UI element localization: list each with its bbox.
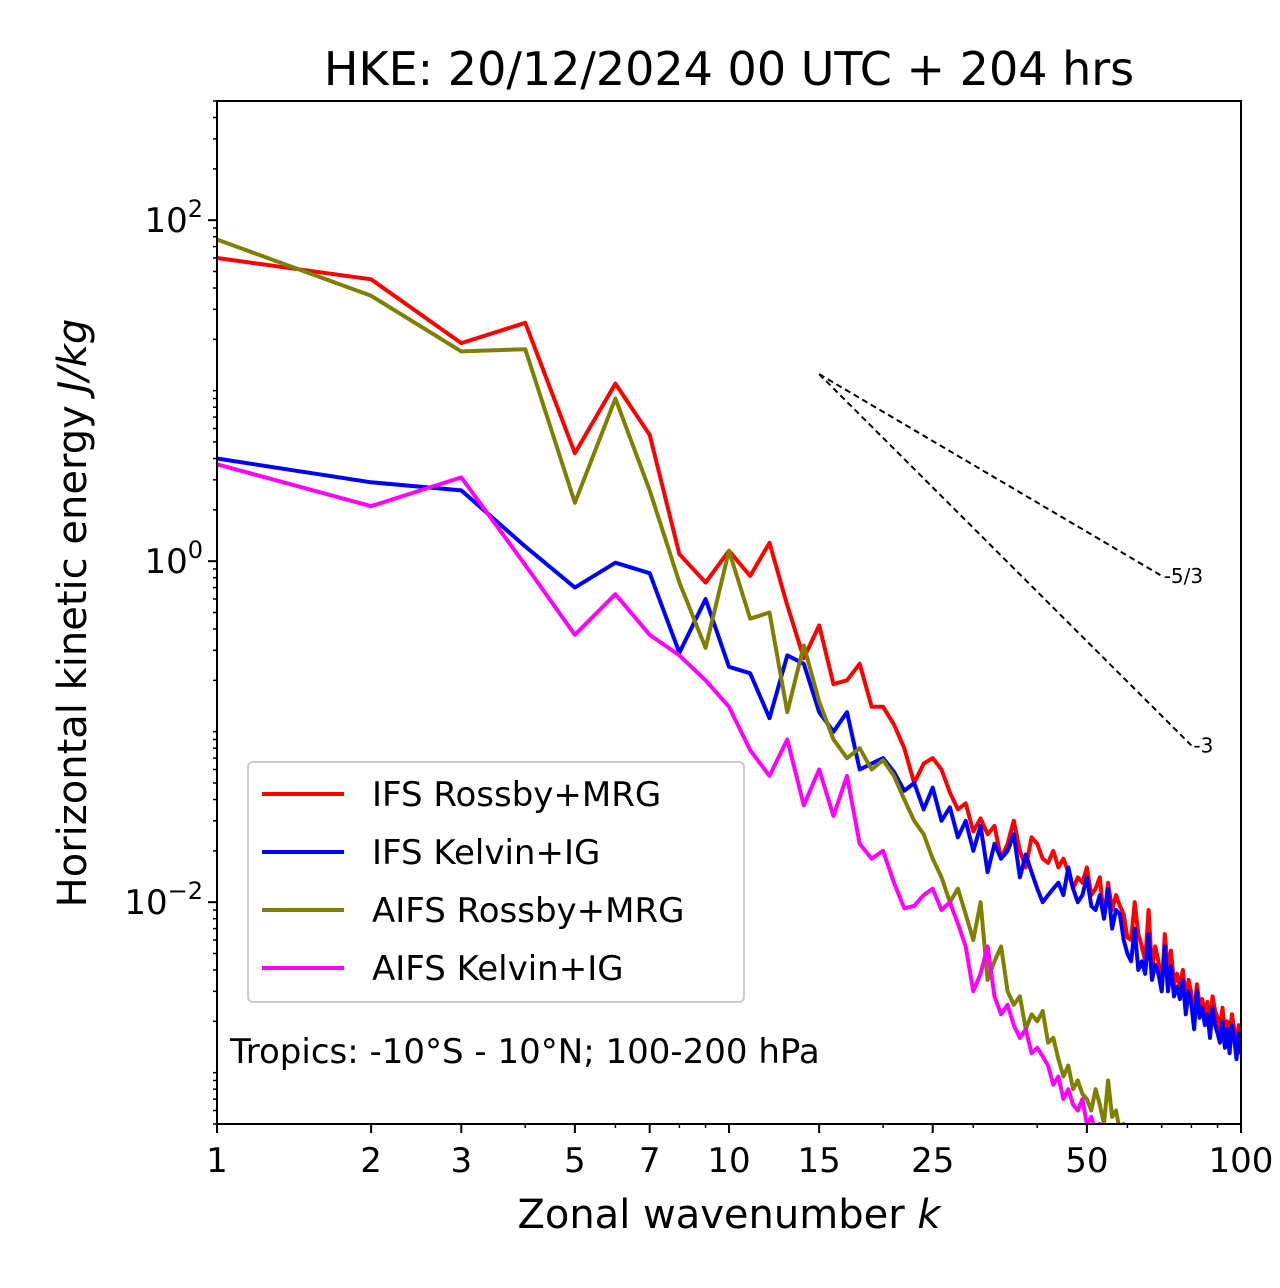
x-tick-label: 5 (564, 1141, 586, 1181)
region-annotation: Tropics: -10°S - 10°N; 100-200 hPa (229, 1032, 820, 1072)
y-tick-label: 100 (144, 536, 203, 582)
series-group (217, 237, 1241, 1124)
x-axis-label: Zonal wavenumber k (517, 1192, 942, 1238)
x-tick-label: 3 (450, 1141, 472, 1181)
x-axis: 1 2 3 5 7 10 15 25 50 100 (206, 1124, 1273, 1181)
y-tick-label: 102 (144, 195, 203, 241)
x-axis-label-var: k (917, 1192, 942, 1238)
reference-line-label-2: -3 (1193, 733, 1213, 757)
legend-label-aifs-rossby-mrg: AIFS Rossby+MRG (372, 891, 684, 931)
legend: IFS Rossby+MRG IFS Kelvin+IG AIFS Rossby+M… (247, 761, 745, 1003)
x-tick-label: 2 (360, 1141, 382, 1181)
y-axis-label: Horizontal kinetic energy J/kg (50, 319, 96, 908)
x-tick-label: 10 (707, 1141, 750, 1181)
series-line-ifs-kelvin-ig (217, 456, 1241, 1062)
chart-title: HKE: 20/12/2024 00 UTC + 204 hrs (324, 42, 1134, 96)
y-axis-label-unit: J/kg (50, 319, 96, 400)
series-line-aifs-rossby-mrg (217, 237, 1126, 1124)
y-tick-label: 10−2 (124, 877, 203, 923)
reference-line-label-1: -5/3 (1164, 564, 1203, 588)
legend-label-ifs-kelvin-ig: IFS Kelvin+IG (372, 833, 600, 873)
reference-line-1 (818, 373, 1163, 577)
x-tick-label: 50 (1065, 1141, 1108, 1181)
x-tick-label: 100 (1209, 1141, 1274, 1181)
legend-label-aifs-kelvin-ig: AIFS Kelvin+IG (372, 949, 624, 989)
y-axis: 10−2 100 102 (124, 100, 217, 1125)
x-axis-label-text: Zonal wavenumber (517, 1192, 917, 1238)
reference-lines-group: -5/3 -3 (818, 373, 1213, 757)
reference-line-2 (818, 373, 1193, 747)
legend-box (247, 761, 745, 1003)
legend-label-ifs-rossby-mrg: IFS Rossby+MRG (372, 775, 661, 815)
x-tick-label: 25 (911, 1141, 954, 1181)
y-axis-label-text: Horizontal kinetic energy (50, 393, 96, 908)
x-tick-label: 15 (798, 1141, 841, 1181)
x-tick-label: 1 (206, 1141, 228, 1181)
x-tick-label: 7 (639, 1141, 661, 1181)
series-line-aifs-kelvin-ig (217, 462, 1102, 1124)
